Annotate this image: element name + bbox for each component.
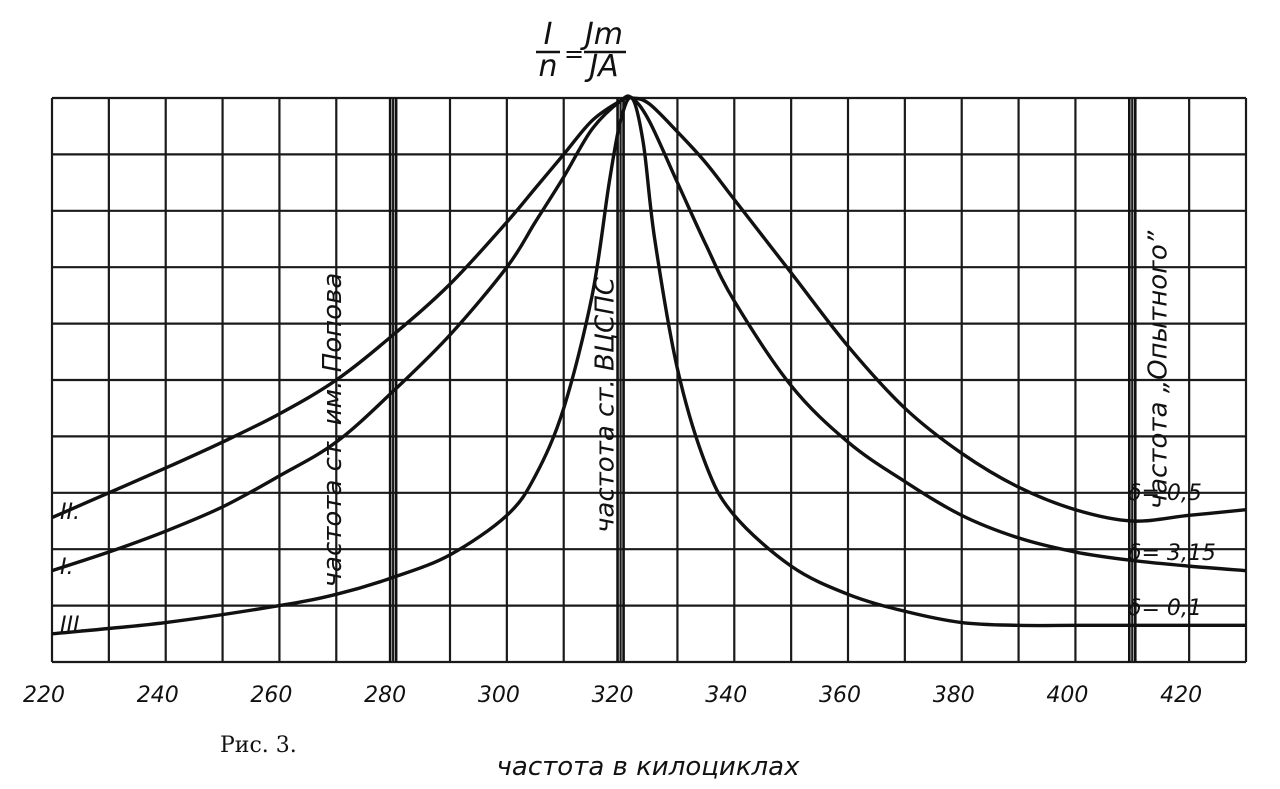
x-tick-label: 240 [137, 683, 179, 708]
labels: 220 240 260 280 300 320 340 360 380 400 420 частота… [23, 230, 1216, 708]
x-tick-label: 220 [23, 683, 65, 708]
curves [51, 94, 1247, 636]
x-tick-label: 360 [819, 683, 861, 708]
x-tick-label: 400 [1046, 683, 1088, 708]
station-label: частота „Опытного” [1143, 230, 1173, 509]
x-tick-label: 320 [592, 683, 634, 708]
series-name-label: III. [60, 613, 86, 638]
station-label: частота ст. ВЦСПС [591, 276, 621, 533]
x-tick-label: 420 [1160, 683, 1202, 708]
series-curve [51, 94, 1247, 573]
title-equals: = [564, 40, 584, 68]
x-tick-label: 380 [933, 683, 975, 708]
series-name-label: I. [60, 555, 73, 580]
title-rden: JA [584, 49, 618, 84]
x-tick-label: 340 [705, 683, 747, 708]
series-name-label: II. [60, 500, 80, 525]
station-lines [388, 98, 1137, 662]
title-den: n [538, 49, 557, 84]
series-annotation: δ= 3,15 [1128, 541, 1216, 566]
x-tick-label: 280 [364, 683, 406, 708]
series-annotation: δ= 0,1 [1128, 596, 1202, 621]
x-tick-label: 260 [250, 683, 292, 708]
series-curve [51, 95, 1247, 523]
x-axis-label: частота в килоциклах [497, 752, 801, 782]
station-label: частота ст. им. Попова [318, 273, 348, 588]
x-tick-label: 300 [478, 683, 520, 708]
series-curve [51, 95, 1246, 636]
chart-title: I n = Jm JA [536, 17, 626, 84]
title-num: I [544, 17, 553, 52]
series-annotation: δ= 0,5 [1128, 481, 1202, 506]
title-rnum: Jm [580, 17, 623, 52]
figure-caption: Рис. 3. [220, 733, 297, 758]
